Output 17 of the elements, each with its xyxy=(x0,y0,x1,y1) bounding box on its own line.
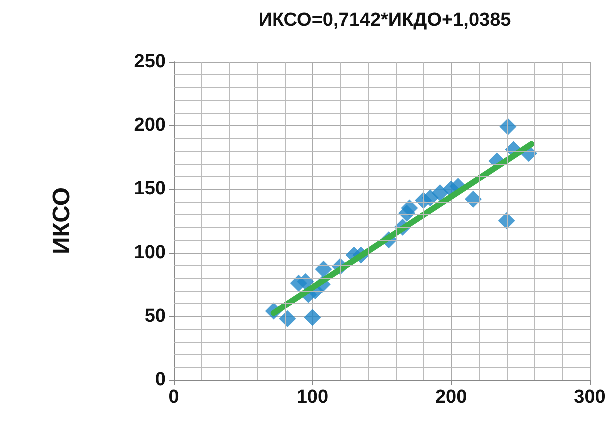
point xyxy=(304,309,322,326)
point xyxy=(401,200,418,217)
y-tick-label: 0 xyxy=(155,370,166,390)
y-tick-label: 150 xyxy=(134,178,166,200)
y-tick-label: 50 xyxy=(144,306,166,327)
point xyxy=(279,310,296,328)
point xyxy=(315,260,332,278)
chart-title: ИКСО=0,7142*ИКДО+1,0385 xyxy=(258,10,512,31)
y-tick-label: 100 xyxy=(134,242,166,264)
y-tick-label: 200 xyxy=(134,115,166,136)
y-axis-title: ИКСО xyxy=(48,188,76,254)
x-tick-label: 200 xyxy=(435,387,468,408)
x-tick-label: 100 xyxy=(296,387,329,408)
y-tick-label: 250 xyxy=(134,52,166,72)
x-tick-label: 0 xyxy=(168,387,180,408)
point xyxy=(432,184,449,202)
x-tick-label: 300 xyxy=(574,387,606,408)
